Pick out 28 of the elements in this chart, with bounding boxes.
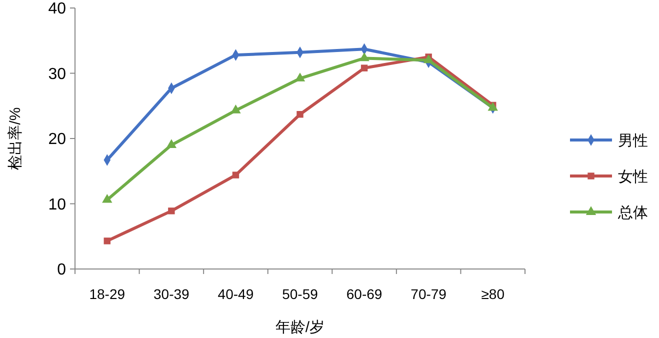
point [232, 172, 240, 178]
point [423, 54, 434, 64]
x-tick-label: 40-49 [218, 286, 254, 302]
point [168, 208, 175, 214]
point [230, 104, 241, 114]
point [166, 139, 177, 148]
point [294, 72, 306, 82]
y-tick-label: 10 [48, 196, 66, 214]
point [104, 238, 110, 244]
x-tick-label: 50-59 [282, 286, 318, 302]
legend-label: 女性 [618, 168, 648, 186]
x-tick-label: 30-39 [154, 286, 190, 302]
x-axis-title: 年龄/岁 [275, 319, 325, 336]
point [296, 111, 304, 118]
point [102, 194, 112, 203]
y-tick-label: 0 [57, 262, 66, 279]
y-axis-title: 检出率/% [7, 107, 24, 170]
legend-label: 男性 [618, 132, 648, 150]
y-tick-label: 20 [48, 131, 66, 148]
y-tick-label: 30 [48, 66, 66, 83]
y-tick-label: 40 [48, 0, 66, 18]
legend-label: 总体 [617, 204, 648, 222]
x-tick-label: ≥80 [481, 286, 505, 302]
point [359, 52, 370, 62]
point [360, 64, 368, 72]
x-tick-label: 60-69 [346, 286, 382, 302]
x-tick-label: 70-79 [410, 286, 447, 302]
x-tick-label: 18-29 [89, 286, 126, 302]
